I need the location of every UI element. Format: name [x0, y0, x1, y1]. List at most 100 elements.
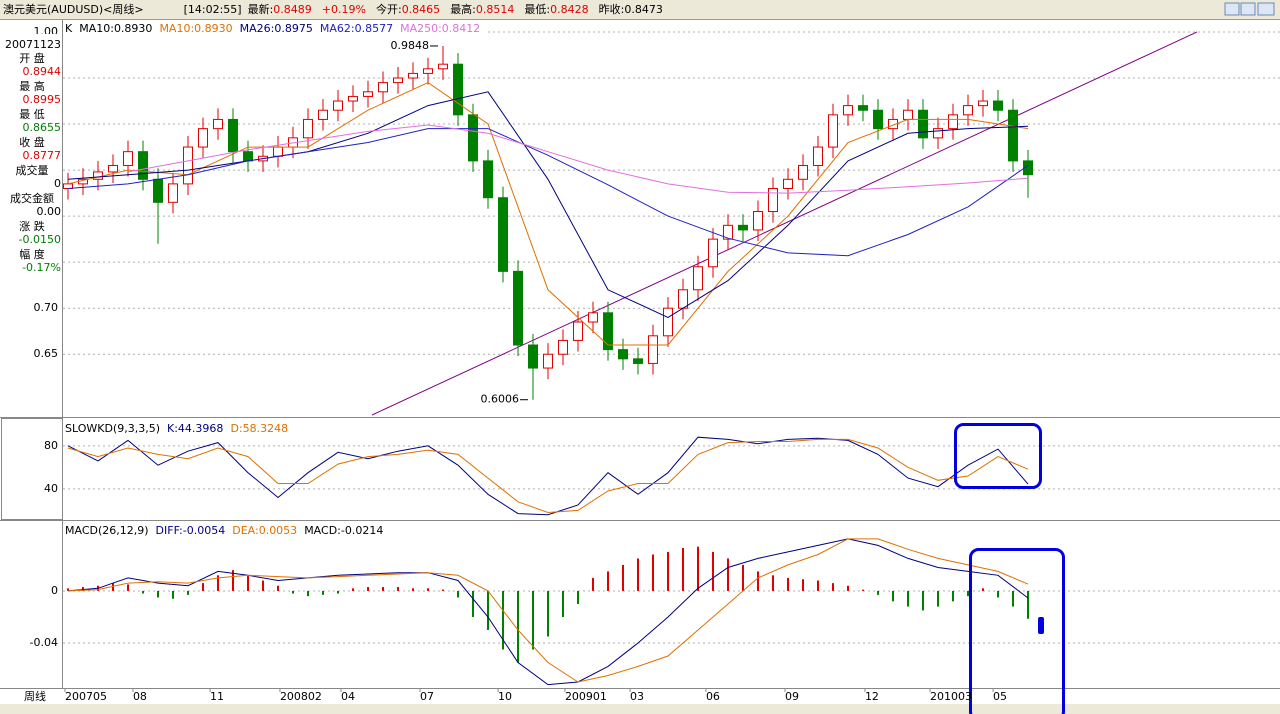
candle-body: [798, 164, 808, 180]
candle-body: [228, 118, 238, 153]
info-bg: [0, 34, 62, 274]
candle-body: [858, 105, 868, 111]
info-label: 幅 度: [19, 247, 45, 261]
x-tick-label: 06: [706, 690, 720, 703]
info-value: 0: [54, 177, 61, 190]
legend-label: MA250:0.8412: [400, 22, 480, 35]
window-button[interactable]: [1240, 2, 1256, 16]
plots: 0.650.700.750.800.850.900.951.000.98480.…: [30, 22, 1280, 686]
candle-body: [408, 72, 418, 79]
quote-value: 0.8514: [476, 3, 515, 16]
candle-body: [633, 358, 643, 364]
legend-label: MA26:0.8975: [240, 22, 313, 35]
candle-body: [1008, 109, 1018, 162]
legend-label: K: [65, 22, 73, 35]
candle-body: [153, 178, 163, 203]
time: [14:02:55]: [184, 3, 242, 16]
quote-value: 0.8473: [624, 3, 663, 16]
info-value: -0.17%: [22, 261, 61, 274]
annotation: 0.6006: [481, 393, 520, 406]
indicator-line: [67, 91, 1029, 318]
candle-body: [213, 118, 223, 130]
candle-body: [423, 68, 433, 74]
candle-body: [348, 95, 358, 102]
info-value: 0.8944: [23, 65, 62, 78]
indicator-line: [67, 438, 1029, 514]
indicator-line: [67, 128, 1029, 257]
candle-body: [948, 114, 958, 130]
frame: [0, 20, 1280, 689]
info-date: 20071123: [5, 38, 61, 51]
candle-body: [828, 114, 838, 148]
indicator-line: [67, 538, 1029, 683]
legend-label: SLOWKD(9,3,3,5): [65, 422, 160, 435]
x-tick-label: 09: [785, 690, 799, 703]
legend-bg: [63, 22, 488, 36]
candle-body: [483, 160, 493, 199]
candle-body: [318, 109, 328, 120]
quote-label: 最高:: [450, 2, 476, 16]
indicator-line: [67, 436, 1029, 516]
legend-label: K:44.3968: [167, 422, 223, 435]
info-label: 最 低: [19, 108, 45, 121]
y-tick-label: -0.04: [30, 636, 58, 649]
candle-body: [198, 128, 208, 148]
candle-body: [333, 100, 343, 111]
candle-body: [603, 312, 613, 351]
candle-body: [273, 146, 283, 157]
x-tick-label: 200802: [280, 690, 322, 703]
quote-label: 昨收:: [599, 2, 625, 16]
candle-body: [738, 224, 748, 231]
candle-body: [873, 109, 883, 130]
info-label: 成交金额: [10, 191, 54, 205]
candle-body: [723, 224, 733, 240]
info-value: 0.00: [37, 205, 62, 218]
candle-body: [393, 77, 403, 84]
y-tick-label: 80: [44, 439, 58, 452]
legend-bg: [63, 422, 296, 436]
candle-body: [363, 91, 373, 97]
candle-body: [933, 128, 943, 139]
candle-body: [378, 82, 388, 93]
quote-value: 0.8489: [273, 3, 312, 16]
quote-value: +0.19%: [322, 3, 366, 16]
candle-body: [783, 178, 793, 189]
candle-body: [243, 151, 253, 162]
annotation: 0.9848: [391, 39, 430, 52]
info-value: 0.8777: [23, 149, 62, 162]
candle-body: [663, 307, 673, 337]
legend-label: DEA:0.0053: [232, 524, 297, 537]
title-bar: [0, 0, 1280, 19]
candle-body: [183, 146, 193, 185]
candle-body: [468, 114, 478, 162]
candle-body: [903, 109, 913, 120]
x-tick-label: 200705: [65, 690, 107, 703]
candle-body: [843, 105, 853, 116]
legend-label: MACD(26,12,9): [65, 524, 149, 537]
indicator-line: [67, 538, 1029, 686]
candle-body: [963, 105, 973, 116]
info-label: 涨 跌: [19, 219, 45, 233]
window-button[interactable]: [1224, 2, 1240, 16]
x-tick-label: 05: [993, 690, 1007, 703]
candle-body: [123, 151, 133, 166]
window-button[interactable]: [1257, 2, 1275, 16]
candle-body: [648, 335, 658, 364]
candle-body: [513, 270, 523, 346]
candle-body: [618, 349, 628, 360]
x-tick-label: 11: [210, 690, 224, 703]
x-tick-label: 10: [498, 690, 512, 703]
quote-label: 今开:: [376, 2, 402, 16]
candle-body: [453, 63, 463, 116]
candle-body: [438, 63, 448, 70]
y-tick-label: 0.70: [34, 301, 59, 314]
candle-body: [768, 187, 778, 213]
legend-label: MA62:0.8577: [320, 22, 393, 35]
info-label: 收 盘: [19, 135, 45, 149]
info-value: -0.0150: [19, 233, 61, 246]
legend-label: DIFF:-0.0054: [156, 524, 226, 537]
candle-body: [918, 109, 928, 139]
highlight-mark: [1038, 617, 1044, 634]
title: 澳元美元(AUDUSD)<周线>: [3, 2, 144, 16]
